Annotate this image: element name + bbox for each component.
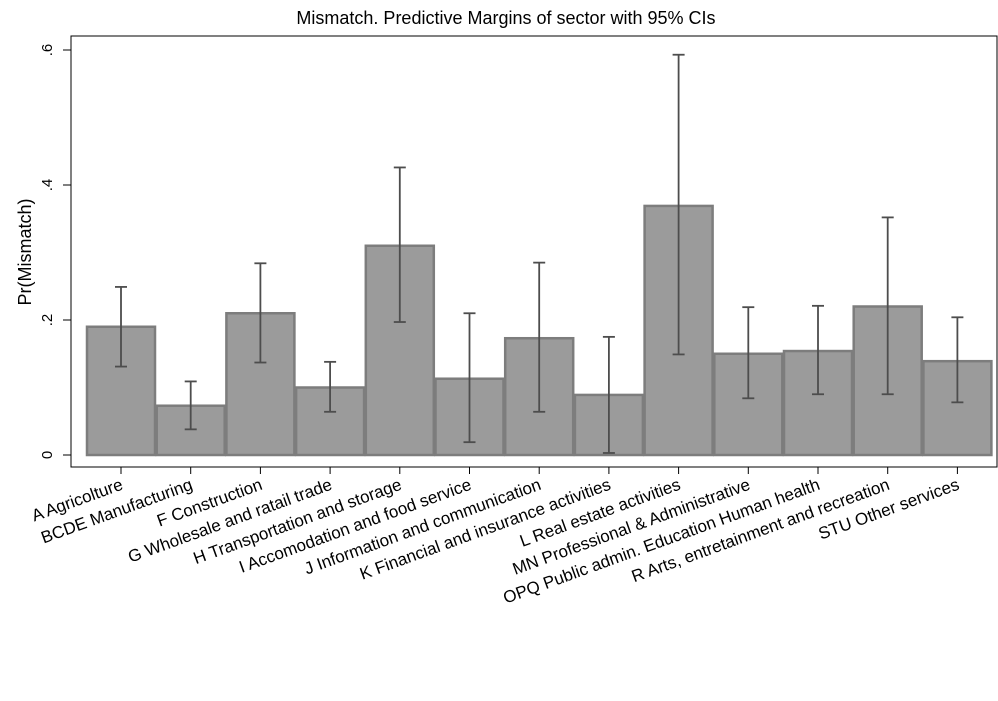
- error-bar: [184, 380, 197, 431]
- y-axis-label: Pr(Mismatch): [15, 199, 35, 306]
- y-tick-label: .4: [39, 179, 56, 192]
- y-tick-label: 0: [39, 451, 56, 459]
- error-bar: [742, 306, 755, 400]
- error-bar: [951, 316, 964, 404]
- plot-frame: [70, 35, 998, 468]
- error-bar: [881, 216, 894, 396]
- error-bar: [812, 304, 824, 396]
- error-bar: [463, 312, 476, 444]
- chart-title: Mismatch. Predictive Margins of sector w…: [296, 8, 715, 28]
- y-axis-ticks: 0 .2 .4 .6: [39, 44, 71, 459]
- error-bar: [324, 360, 337, 413]
- error-bar: [672, 53, 685, 356]
- error-bar: [393, 166, 406, 323]
- bar: [713, 352, 784, 457]
- error-bar: [533, 261, 546, 413]
- error-bar: [254, 262, 267, 364]
- error-bar: [115, 286, 127, 368]
- y-tick-label: .2: [39, 314, 56, 327]
- error-bar: [602, 335, 615, 454]
- y-tick-label: .6: [39, 44, 56, 57]
- error-bars-group: [115, 53, 964, 454]
- bar: [364, 244, 436, 457]
